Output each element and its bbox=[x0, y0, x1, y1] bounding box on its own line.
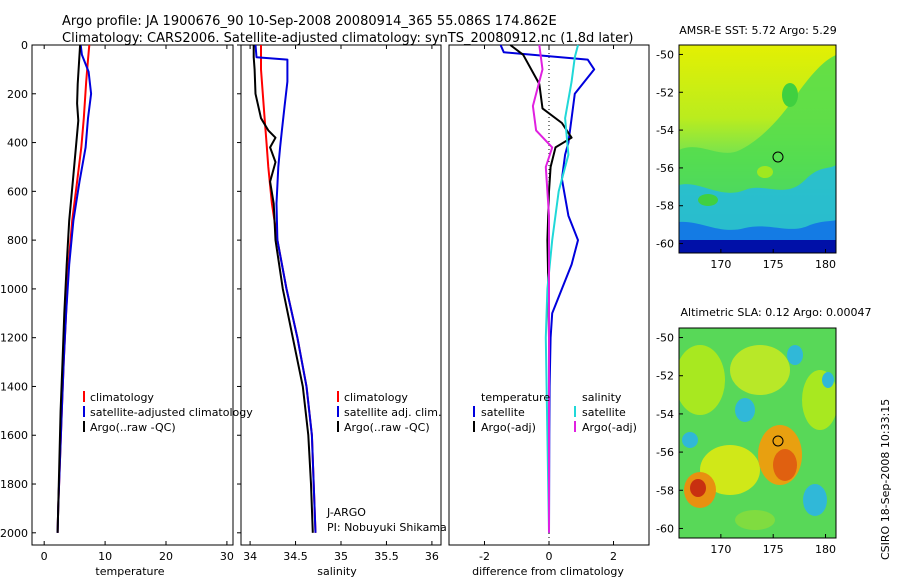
pi-annotation: PI: Nobuyuki Shikama bbox=[327, 521, 447, 534]
map-y-tick-label: -52 bbox=[656, 370, 674, 383]
map-y-tick-label: -54 bbox=[656, 408, 674, 421]
series-line-argo-raw-qc- bbox=[56, 44, 82, 533]
x-tick-label: 0 bbox=[41, 550, 48, 563]
depth-tick-label: 400 bbox=[7, 137, 28, 150]
legend-label-satellite: satellite adj. clim. bbox=[344, 406, 441, 419]
legend-label-temp-satellite: satellite bbox=[481, 406, 525, 419]
sla-map-title: Altimetric SLA: 0.12 Argo: 0.00047 bbox=[680, 306, 871, 319]
map-y-tick-label: -56 bbox=[656, 446, 674, 459]
x-tick-label: 35.5 bbox=[374, 550, 399, 563]
map-x-tick-label: 170 bbox=[710, 543, 731, 556]
depth-tick-label: 0 bbox=[21, 39, 28, 52]
credit-timestamp: CSIRO 18-Sep-2008 10:33:15 bbox=[879, 399, 892, 560]
legend-label-argo: Argo(..raw -QC) bbox=[90, 421, 176, 434]
depth-tick-label: 1000 bbox=[0, 283, 28, 296]
sla-map-image bbox=[679, 328, 836, 538]
map-y-tick-label: -50 bbox=[656, 48, 674, 61]
x-tick-label: 0 bbox=[546, 550, 553, 563]
map-y-tick-label: -50 bbox=[656, 332, 674, 345]
x-tick-label: 36 bbox=[425, 550, 439, 563]
series-line-salinity-satellite bbox=[544, 44, 579, 533]
legend-label-sal-argo: Argo(-adj) bbox=[582, 421, 637, 434]
figure-title-line2: Climatology: CARS2006. Satellite-adjuste… bbox=[62, 31, 634, 46]
temperature-panel-frame bbox=[31, 44, 234, 546]
series-line-satellite-adj-clim- bbox=[254, 44, 317, 533]
x-tick-label: 34.5 bbox=[283, 550, 308, 563]
salinity-plot: 34 34.5 35 35.5 36 bbox=[243, 44, 439, 563]
figure-title-line1: Argo profile: JA 1900676_90 10-Sep-2008 … bbox=[62, 14, 557, 29]
map-x-tick-label: 170 bbox=[710, 258, 731, 271]
depth-tick-label: 800 bbox=[7, 234, 28, 247]
depth-tick-label: 1400 bbox=[0, 380, 28, 393]
salinity-legend: climatology satellite adj. clim. Argo(..… bbox=[326, 391, 447, 534]
depth-tick-label: 1600 bbox=[0, 429, 28, 442]
map-x-tick-label: 175 bbox=[763, 543, 784, 556]
x-tick-label: 2 bbox=[610, 550, 617, 563]
map-y-tick-label: -52 bbox=[656, 86, 674, 99]
legend-title-temperature: temperature bbox=[481, 391, 550, 404]
legend-label-satellite: satellite-adjusted climatology bbox=[90, 406, 253, 419]
legend-label-climatology: climatology bbox=[90, 391, 154, 404]
depth-tick-label: 1200 bbox=[0, 332, 28, 345]
map-y-tick-label: -60 bbox=[656, 238, 674, 251]
sst-map-image bbox=[679, 45, 836, 253]
legend-label-argo: Argo(..raw -QC) bbox=[344, 421, 430, 434]
series-line-argo-raw-qc- bbox=[252, 45, 314, 533]
map-y-tick-label: -56 bbox=[656, 162, 674, 175]
legend-title-salinity: salinity bbox=[582, 391, 622, 404]
difference-plot: -2 0 2 bbox=[479, 44, 617, 563]
map-x-tick-label: 180 bbox=[815, 258, 836, 271]
series-line-salinity-argo-adj- bbox=[531, 44, 554, 533]
x-tick-label: 20 bbox=[159, 550, 173, 563]
temperature-legend: climatology satellite-adjusted climatolo… bbox=[83, 391, 253, 434]
legend-label-sal-satellite: satellite bbox=[582, 406, 626, 419]
difference-axis-label: difference from climatology bbox=[472, 565, 624, 578]
series-line-climatology bbox=[56, 44, 91, 533]
difference-legend: temperature satellite Argo(-adj) salinit… bbox=[473, 391, 637, 434]
map-y-tick-label: -58 bbox=[656, 484, 674, 497]
sla-map-frame bbox=[678, 327, 837, 539]
sla-argo-location-marker bbox=[772, 435, 784, 447]
sst-map-title: AMSR-E SST: 5.72 Argo: 5.29 bbox=[679, 24, 837, 37]
x-tick-label: -2 bbox=[479, 550, 490, 563]
series-line-satellite-adjusted-climatology bbox=[56, 44, 93, 533]
salinity-axis-label: salinity bbox=[317, 565, 357, 578]
x-tick-label: 10 bbox=[98, 550, 112, 563]
map-y-tick-label: -60 bbox=[656, 522, 674, 535]
program-annotation: J-ARGO bbox=[326, 506, 366, 519]
x-tick-label: 34 bbox=[243, 550, 257, 563]
x-tick-label: 30 bbox=[220, 550, 234, 563]
depth-tick-label: 2000 bbox=[0, 527, 28, 540]
map-x-tick-label: 175 bbox=[763, 258, 784, 271]
sst-map-frame bbox=[678, 44, 837, 254]
sst-map-axes: 170 175 180 -50 -52 -54 -56 -58 -60 bbox=[656, 48, 836, 271]
salinity-panel-frame bbox=[240, 44, 442, 546]
legend-label-climatology: climatology bbox=[344, 391, 408, 404]
temperature-plot: 0 10 20 30 bbox=[41, 44, 234, 563]
depth-tick-label: 200 bbox=[7, 88, 28, 101]
map-y-tick-label: -58 bbox=[656, 200, 674, 213]
x-tick-label: 35 bbox=[334, 550, 348, 563]
legend-label-temp-argo: Argo(-adj) bbox=[481, 421, 536, 434]
series-line-temperature-satellite bbox=[499, 44, 596, 533]
map-y-tick-label: -54 bbox=[656, 124, 674, 137]
depth-tick-label: 1800 bbox=[0, 478, 28, 491]
depth-tick-label: 600 bbox=[7, 185, 28, 198]
sla-map-axes: 170 175 180 -50 -52 -54 -56 -58 -60 bbox=[656, 332, 836, 556]
sst-argo-location-marker bbox=[772, 151, 784, 163]
temperature-axis-label: temperature bbox=[95, 565, 164, 578]
series-line-climatology bbox=[260, 45, 317, 533]
depth-axis: 0 200 400 600 800 1000 1200 1400 1600 1800 2000 bbox=[0, 39, 241, 540]
map-x-tick-label: 180 bbox=[815, 543, 836, 556]
